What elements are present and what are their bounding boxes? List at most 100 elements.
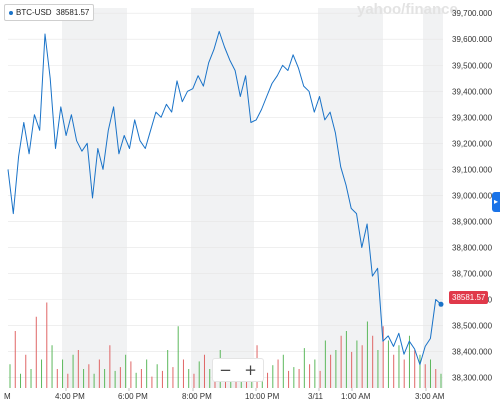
chevron-right-icon[interactable]: ▸: [492, 192, 500, 212]
volume-bar: [188, 369, 190, 388]
series-dot-icon: [9, 10, 13, 15]
y-tick-label: 39,500.000: [452, 61, 493, 70]
volume-bar: [25, 354, 27, 388]
volume-bar: [209, 369, 211, 388]
y-axis: 38,300.00038,400.00038,500.00038,600.000…: [452, 9, 493, 382]
volume-bar: [330, 354, 332, 388]
volume-bar: [35, 316, 37, 388]
volume-bar: [77, 350, 79, 388]
zoom-controls: − +: [212, 358, 264, 382]
volume-bar: [98, 359, 100, 388]
volume-bar: [56, 369, 58, 388]
symbol-ticker: BTC-USD: [16, 8, 52, 17]
volume-bar: [172, 367, 174, 388]
y-tick-label: 38,700.000: [452, 269, 493, 278]
volume-bar: [372, 335, 374, 388]
x-tick-label: M: [4, 392, 11, 401]
volume-bar: [88, 364, 90, 388]
volume-bar: [182, 359, 184, 388]
volume-bar: [14, 331, 16, 388]
price-line: [7, 30, 442, 366]
volume-bar: [361, 345, 363, 388]
volume-bar: [62, 359, 64, 388]
volume-bar: [30, 369, 32, 388]
volume-bar: [366, 321, 368, 388]
volume-bar: [345, 331, 347, 388]
volume-bar: [46, 302, 48, 388]
volume-bar: [130, 361, 132, 388]
x-tick-label: 8:00 PM: [182, 392, 212, 401]
x-tick-label: 6:00 PM: [118, 392, 148, 401]
x-tick-label: 10:00 PM: [245, 392, 280, 401]
volume-bar: [282, 354, 284, 388]
volume-bar: [398, 345, 400, 388]
volume-bar: [335, 350, 337, 388]
volume-bar: [424, 364, 426, 388]
y-tick-label: 38,500.000: [452, 322, 493, 331]
volume-bar: [309, 364, 311, 388]
time-bands: [62, 8, 443, 388]
volume-bar: [114, 370, 116, 388]
x-axis: M 4:00 PM 6:00 PM 8:00 PM 10:00 PM 3/11 1:00 A…: [4, 388, 445, 401]
y-tick-label: 38,900.000: [452, 217, 493, 226]
volume-bar: [125, 354, 127, 388]
volume-bar: [324, 340, 326, 388]
y-tick-label: 38,300.000: [452, 374, 493, 383]
volume-bar: [356, 340, 358, 388]
volume-bar: [20, 373, 22, 388]
volume-bar: [377, 350, 379, 388]
volume-bar: [272, 365, 274, 388]
volume-bar: [303, 348, 305, 388]
volume-bar: [83, 369, 85, 388]
y-tick-label: 39,700.000: [452, 9, 493, 18]
volume-bar: [167, 350, 169, 388]
volume-bar: [387, 340, 389, 388]
volume-bar: [429, 359, 431, 388]
volume-bar: [267, 372, 269, 388]
time-band-3: [423, 8, 443, 388]
y-tick-label: 39,600.000: [452, 35, 493, 44]
zoom-out-button[interactable]: −: [213, 359, 238, 381]
time-band-0: [62, 8, 127, 388]
time-band-2: [318, 8, 383, 388]
volume-bar: [156, 364, 158, 388]
time-band-1: [191, 8, 254, 388]
y-tick-label: 39,200.000: [452, 139, 493, 148]
y-tick-label: 38,400.000: [452, 348, 493, 357]
volume-bar: [72, 354, 74, 388]
volume-bar: [140, 369, 142, 388]
last-price-dot: [438, 301, 444, 307]
volume-bar: [51, 345, 53, 388]
volume-bar: [440, 373, 442, 388]
volume-bar: [293, 367, 295, 388]
volume-bar: [298, 369, 300, 388]
volume-bar: [393, 354, 395, 388]
volume-bar: [314, 359, 316, 388]
volume-bar: [198, 361, 200, 388]
volume-bar: [104, 369, 106, 388]
volume-bar: [435, 369, 437, 388]
volume-bar: [177, 326, 179, 388]
volume-bar: [146, 359, 148, 388]
y-tick-label: 39,100.000: [452, 165, 493, 174]
volume-bar: [193, 373, 195, 388]
volume-bar: [340, 335, 342, 388]
volume-bar: [277, 359, 279, 388]
volume-bar: [382, 326, 384, 388]
x-tick-label: 3/11: [308, 392, 324, 401]
volume-bar: [109, 345, 111, 388]
volume-bar: [161, 370, 163, 388]
volume-bar: [9, 364, 11, 388]
zoom-in-button[interactable]: +: [238, 359, 263, 381]
volume-bar: [41, 359, 43, 388]
y-tick-label: 39,000.000: [452, 191, 493, 200]
volume-bar: [135, 372, 137, 388]
volume-bar: [119, 367, 121, 388]
last-price-flag: 38581.57: [449, 291, 489, 304]
x-tick-label: 4:00 PM: [55, 392, 85, 401]
symbol-badge[interactable]: BTC-USD 38581.57: [4, 4, 95, 21]
x-tick-label: 3:00 AM: [415, 392, 445, 401]
y-tick-label: 38,800.000: [452, 243, 493, 252]
volume-bar: [351, 351, 353, 388]
